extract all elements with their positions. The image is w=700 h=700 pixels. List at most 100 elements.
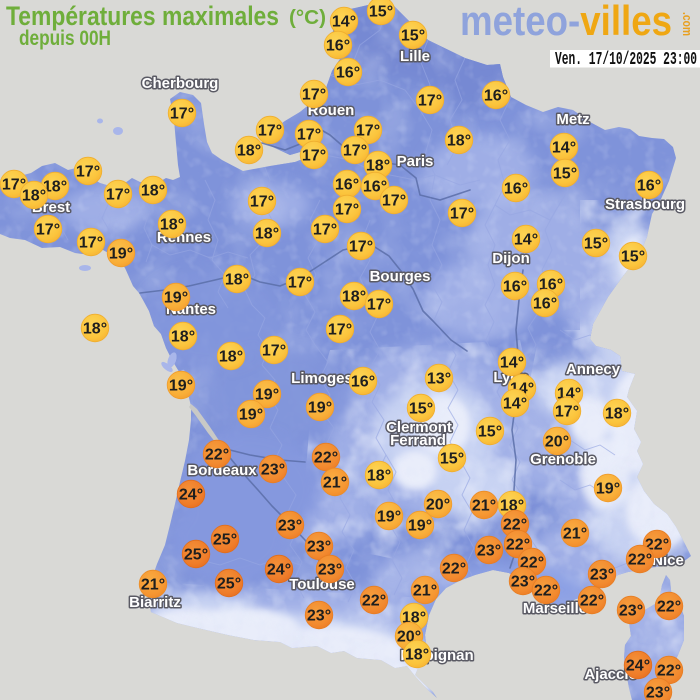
- svg-text:17°: 17°: [450, 206, 474, 223]
- svg-text:18°: 18°: [367, 468, 391, 485]
- svg-text:18°: 18°: [225, 272, 249, 289]
- svg-text:14°: 14°: [332, 14, 356, 31]
- svg-text:18°: 18°: [22, 188, 46, 205]
- svg-text:17°: 17°: [76, 164, 100, 181]
- svg-text:14°: 14°: [514, 232, 538, 249]
- svg-text:17°: 17°: [302, 148, 326, 165]
- svg-text:17°: 17°: [297, 127, 321, 144]
- svg-text:21°: 21°: [141, 577, 165, 594]
- svg-text:23°: 23°: [590, 567, 614, 584]
- svg-text:15°: 15°: [440, 451, 464, 468]
- svg-text:17°: 17°: [343, 143, 367, 160]
- svg-text:Bourges: Bourges: [370, 268, 431, 285]
- svg-text:22°: 22°: [442, 561, 466, 578]
- svg-text:17°: 17°: [106, 187, 130, 204]
- svg-text:23°: 23°: [318, 562, 342, 579]
- svg-text:15°: 15°: [369, 4, 393, 21]
- svg-text:17°: 17°: [288, 275, 312, 292]
- svg-text:16°: 16°: [637, 178, 661, 195]
- svg-text:15°: 15°: [553, 166, 577, 183]
- svg-text:Clermont: Clermont: [386, 419, 452, 436]
- svg-text:17°: 17°: [262, 343, 286, 360]
- svg-text:22°: 22°: [314, 450, 338, 467]
- svg-text:18°: 18°: [171, 329, 195, 346]
- svg-text:19°: 19°: [377, 509, 401, 526]
- svg-text:17°: 17°: [418, 93, 442, 110]
- svg-text:18°: 18°: [219, 349, 243, 366]
- svg-text:25°: 25°: [217, 576, 241, 593]
- svg-text:16°: 16°: [533, 296, 557, 313]
- svg-text:22°: 22°: [534, 583, 558, 600]
- svg-text:17°: 17°: [258, 123, 282, 140]
- svg-text:13°: 13°: [427, 371, 451, 388]
- svg-text:15°: 15°: [621, 249, 645, 266]
- svg-text:17°: 17°: [2, 177, 26, 194]
- svg-text:23°: 23°: [511, 574, 535, 591]
- svg-text:16°: 16°: [326, 38, 350, 55]
- svg-text:24°: 24°: [267, 562, 291, 579]
- svg-text:19°: 19°: [408, 518, 432, 535]
- svg-text:17°: 17°: [250, 194, 274, 211]
- svg-text:14°: 14°: [500, 355, 524, 372]
- svg-text:Paris: Paris: [397, 153, 434, 170]
- svg-text:18°: 18°: [141, 183, 165, 200]
- svg-text:23°: 23°: [261, 462, 285, 479]
- svg-text:17°: 17°: [313, 222, 337, 239]
- svg-text:22°: 22°: [503, 517, 527, 534]
- svg-text:Annecy: Annecy: [566, 361, 621, 378]
- svg-text:Ferrand: Ferrand: [390, 432, 446, 449]
- svg-text:15°: 15°: [478, 424, 502, 441]
- svg-text:16°: 16°: [336, 65, 360, 82]
- svg-text:Ven. 17/10/2025 23:00: Ven. 17/10/2025 23:00: [555, 50, 697, 70]
- svg-text:19°: 19°: [169, 378, 193, 395]
- svg-text:16°: 16°: [363, 179, 387, 196]
- svg-text:24°: 24°: [626, 658, 650, 675]
- svg-text:19°: 19°: [308, 400, 332, 417]
- svg-text:18°: 18°: [405, 647, 429, 664]
- svg-text:25°: 25°: [213, 532, 237, 549]
- svg-text:23°: 23°: [307, 539, 331, 556]
- svg-text:Températures maximales: Températures maximales: [6, 1, 279, 31]
- svg-text:20°: 20°: [426, 497, 450, 514]
- svg-text:21°: 21°: [413, 583, 437, 600]
- svg-text:20°: 20°: [545, 434, 569, 451]
- svg-text:23°: 23°: [307, 608, 331, 625]
- svg-text:Strasbourg: Strasbourg: [605, 196, 685, 213]
- svg-text:17°: 17°: [328, 322, 352, 339]
- svg-text:Limoges: Limoges: [291, 370, 353, 387]
- svg-text:23°: 23°: [477, 543, 501, 560]
- svg-text:16°: 16°: [335, 177, 359, 194]
- svg-text:17°: 17°: [555, 404, 579, 421]
- svg-text:22°: 22°: [580, 593, 604, 610]
- svg-text:Metz: Metz: [556, 111, 589, 128]
- svg-text:21°: 21°: [472, 498, 496, 515]
- svg-text:19°: 19°: [596, 481, 620, 498]
- svg-text:18°: 18°: [43, 179, 67, 196]
- svg-text:.com: .com: [680, 12, 695, 36]
- svg-text:22°: 22°: [362, 593, 386, 610]
- svg-text:17°: 17°: [382, 193, 406, 210]
- svg-text:16°: 16°: [351, 374, 375, 391]
- svg-text:Biarritz: Biarritz: [129, 594, 181, 611]
- svg-text:Lille: Lille: [400, 48, 430, 65]
- svg-text:17°: 17°: [302, 87, 326, 104]
- svg-text:19°: 19°: [255, 387, 279, 404]
- svg-text:17°: 17°: [79, 235, 103, 252]
- svg-text:15°: 15°: [401, 28, 425, 45]
- svg-text:22°: 22°: [205, 447, 229, 464]
- svg-text:(°C): (°C): [289, 7, 326, 29]
- svg-text:19°: 19°: [164, 290, 188, 307]
- svg-text:Cherbourg: Cherbourg: [142, 75, 219, 92]
- svg-text:25°: 25°: [184, 547, 208, 564]
- svg-text:17°: 17°: [335, 202, 359, 219]
- svg-text:19°: 19°: [239, 407, 263, 424]
- svg-text:18°: 18°: [237, 143, 261, 160]
- svg-text:16°: 16°: [504, 181, 528, 198]
- svg-text:17°: 17°: [170, 106, 194, 123]
- svg-text:22°: 22°: [657, 663, 681, 680]
- svg-text:24°: 24°: [179, 487, 203, 504]
- svg-text:19°: 19°: [109, 246, 133, 263]
- svg-text:17°: 17°: [356, 123, 380, 140]
- svg-text:23°: 23°: [646, 685, 670, 700]
- svg-text:22°: 22°: [506, 537, 530, 554]
